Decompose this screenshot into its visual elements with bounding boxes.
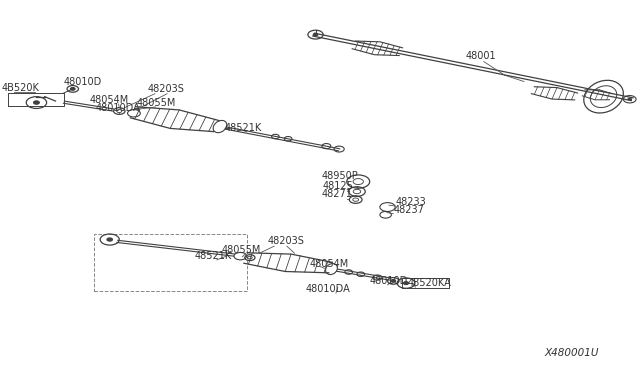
Text: X480001U: X480001U bbox=[545, 348, 599, 358]
Text: 48010D: 48010D bbox=[370, 276, 408, 286]
Text: 48001: 48001 bbox=[465, 51, 496, 61]
Circle shape bbox=[391, 280, 396, 282]
Text: 48054M: 48054M bbox=[90, 95, 129, 105]
Text: 48237: 48237 bbox=[394, 205, 424, 215]
Text: 48520KA: 48520KA bbox=[408, 278, 452, 288]
Text: 48055M: 48055M bbox=[136, 98, 176, 108]
Text: 48233: 48233 bbox=[395, 197, 426, 207]
Text: 48203S: 48203S bbox=[148, 84, 185, 94]
Text: 48010DA: 48010DA bbox=[96, 103, 140, 113]
Text: 48271: 48271 bbox=[321, 189, 352, 199]
Text: 48521K: 48521K bbox=[225, 123, 262, 133]
Text: 48010D: 48010D bbox=[64, 77, 102, 87]
Text: 48125: 48125 bbox=[323, 181, 353, 191]
Circle shape bbox=[628, 98, 632, 100]
Text: 48950P: 48950P bbox=[321, 171, 358, 181]
Text: 48521K: 48521K bbox=[195, 251, 232, 261]
Circle shape bbox=[107, 238, 113, 241]
Circle shape bbox=[314, 33, 317, 36]
Text: 48203S: 48203S bbox=[268, 236, 305, 246]
Circle shape bbox=[404, 282, 408, 285]
Circle shape bbox=[33, 101, 39, 104]
Text: 48055M: 48055M bbox=[222, 245, 261, 255]
Text: 48010DA: 48010DA bbox=[306, 284, 351, 294]
Text: 48054M: 48054M bbox=[309, 259, 348, 269]
Circle shape bbox=[70, 87, 75, 90]
Text: 4B520K: 4B520K bbox=[2, 83, 40, 93]
